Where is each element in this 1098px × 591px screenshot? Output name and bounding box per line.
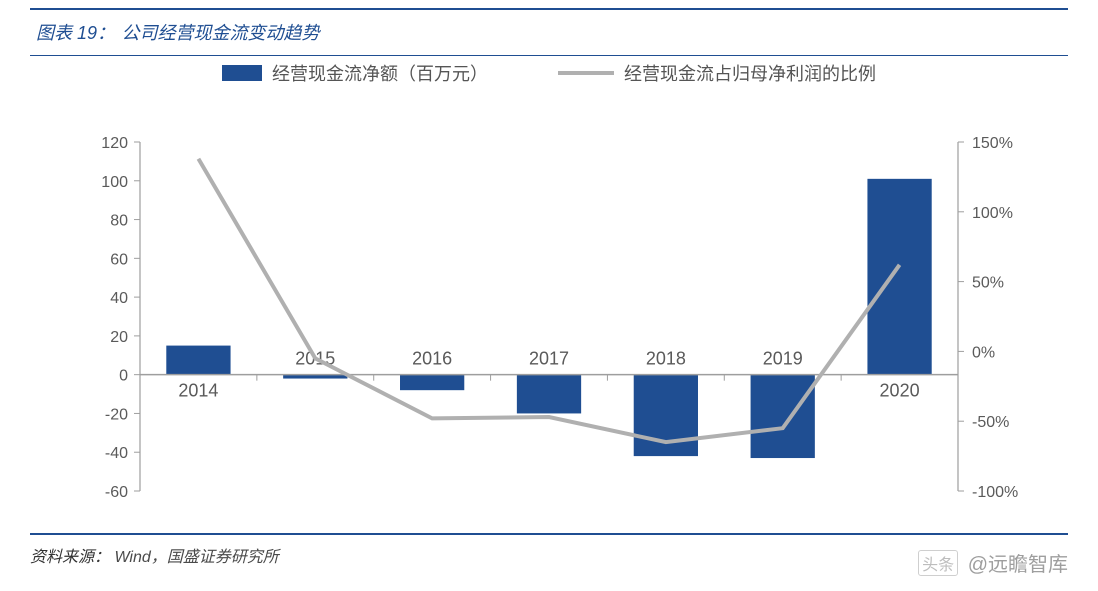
- legend-label-line: 经营现金流占归母净利润的比例: [624, 60, 876, 86]
- chart-title: 公司经营现金流变动趋势: [121, 23, 319, 43]
- x-category-label: 2017: [529, 349, 569, 369]
- y-left-tick-label: 120: [101, 135, 128, 152]
- source-text: Wind，国盛证券研究所: [114, 549, 278, 566]
- chart-container: 经营现金流净额（百万元） 经营现金流占归母净利润的比例 -60 -40 -20 0 20 4…: [40, 60, 1058, 511]
- y-left-tick-label: -40: [105, 445, 128, 462]
- y-left-tick-label: -60: [105, 484, 128, 501]
- source-label: 资料来源：: [30, 549, 110, 566]
- x-category-label: 2020: [880, 381, 920, 401]
- y-left-tick-label: 0: [119, 368, 128, 385]
- y-right-tick-label: 150%: [972, 135, 1013, 152]
- bar: [751, 375, 815, 458]
- x-category-label: 2014: [178, 381, 218, 401]
- x-category-label: 2016: [412, 349, 452, 369]
- y-right-tick-label: -100%: [972, 484, 1018, 501]
- y-right-tick-label: -50%: [972, 414, 1009, 431]
- bar: [867, 179, 931, 375]
- chart-source: 资料来源： Wind，国盛证券研究所: [30, 533, 1068, 567]
- y-right-tick-label: 0%: [972, 344, 995, 361]
- y-right-tick-label: 100%: [972, 205, 1013, 222]
- bar: [166, 346, 230, 375]
- bar: [400, 375, 464, 391]
- y-left-tick-label: -20: [105, 406, 128, 423]
- bar: [517, 375, 581, 414]
- watermark-logo-icon: 头条: [918, 550, 958, 576]
- y-left-tick-label: 100: [101, 174, 128, 191]
- legend-swatch-line: [558, 71, 614, 75]
- x-category-label: 2018: [646, 349, 686, 369]
- legend-item-line: 经营现金流占归母净利润的比例: [558, 60, 876, 86]
- combo-chart: -60 -40 -20 0 20 40 60 80 100 120 -100% -50% 0% 50% 10…: [40, 86, 1058, 537]
- y-right-tick-label: 50%: [972, 275, 1004, 292]
- legend-label-bar: 经营现金流净额（百万元）: [272, 60, 488, 86]
- legend-item-bar: 经营现金流净额（百万元）: [222, 60, 488, 86]
- chart-header: 图表 19： 公司经营现金流变动趋势: [30, 8, 1068, 56]
- watermark-text: @远瞻智库: [968, 554, 1068, 576]
- y-left-tick-label: 60: [110, 251, 128, 268]
- chart-index: 图表 19：: [36, 23, 115, 43]
- watermark: 头条 @远瞻智库: [918, 548, 1068, 577]
- x-category-label: 2019: [763, 349, 803, 369]
- y-left-tick-label: 80: [110, 213, 128, 230]
- chart-legend: 经营现金流净额（百万元） 经营现金流占归母净利润的比例: [40, 60, 1058, 86]
- y-left-tick-label: 40: [110, 290, 128, 307]
- y-left-tick-label: 20: [110, 329, 128, 346]
- legend-swatch-bar: [222, 65, 262, 81]
